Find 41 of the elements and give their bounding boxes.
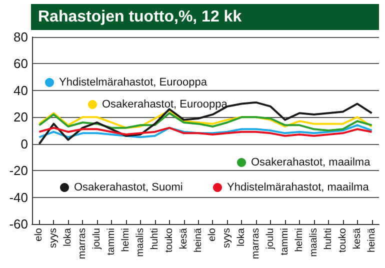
x-tick-label: kesä [178, 228, 190, 250]
x-tick-label: helmi [294, 228, 305, 252]
legend-label: Yhdistelmärahastot, Eurooppa [59, 76, 208, 88]
x-tick-label: touko [337, 228, 348, 252]
x-tick-label: marras [77, 228, 88, 260]
line-series [38, 126, 373, 137]
y-tick-label: 40 [14, 82, 28, 98]
x-tick-label: huhti [322, 228, 334, 250]
x-tick-label: touko [164, 228, 175, 252]
x-tick-label: marras [250, 228, 262, 260]
legend-label: Osakerahastot, Suomi [74, 182, 183, 194]
x-tick-label: elo [34, 228, 45, 242]
x-tick-label: elo [207, 228, 218, 242]
x-tick-label: maalis [308, 228, 320, 257]
line-series [38, 101, 373, 145]
x-tick-label: loka [62, 228, 74, 246]
line-series [38, 124, 373, 138]
x-tick-label: heinä [366, 228, 378, 252]
x-tick-label: kesä [352, 228, 363, 250]
y-tick-label: 20 [14, 110, 28, 125]
x-tick-label: syys [48, 228, 60, 248]
x-tick-label: tammi [106, 228, 118, 256]
x-tick-label: maalis [134, 228, 146, 257]
x-tick-label: huhti [149, 228, 160, 250]
x-tick-label: tammi [280, 228, 291, 256]
y-tick-label: -20 [9, 163, 28, 178]
legend-label: Osakerahastot, Eurooppa [102, 98, 228, 110]
chart-title: Rahastojen tuotto,%, 12 kk [38, 8, 242, 26]
legend-label: Osakerahastot, maailma [251, 156, 372, 168]
y-tick-label: -40 [9, 190, 28, 205]
x-tick-label: joulu [265, 228, 276, 250]
x-tick-label: syys [222, 228, 233, 248]
y-tick-label: 60 [14, 56, 28, 72]
y-tick-label: 80 [14, 30, 28, 44]
y-tick-label: 0 [20, 136, 28, 152]
y-tick-label: -60 [9, 216, 28, 232]
x-tick-label: heinä [192, 228, 204, 252]
x-tick-label: loka [236, 228, 248, 246]
x-tick-label: joulu [92, 228, 103, 250]
legend-label: Yhdistelmärahastot, maailma [227, 182, 370, 194]
x-tick-label: helmi [120, 228, 132, 252]
